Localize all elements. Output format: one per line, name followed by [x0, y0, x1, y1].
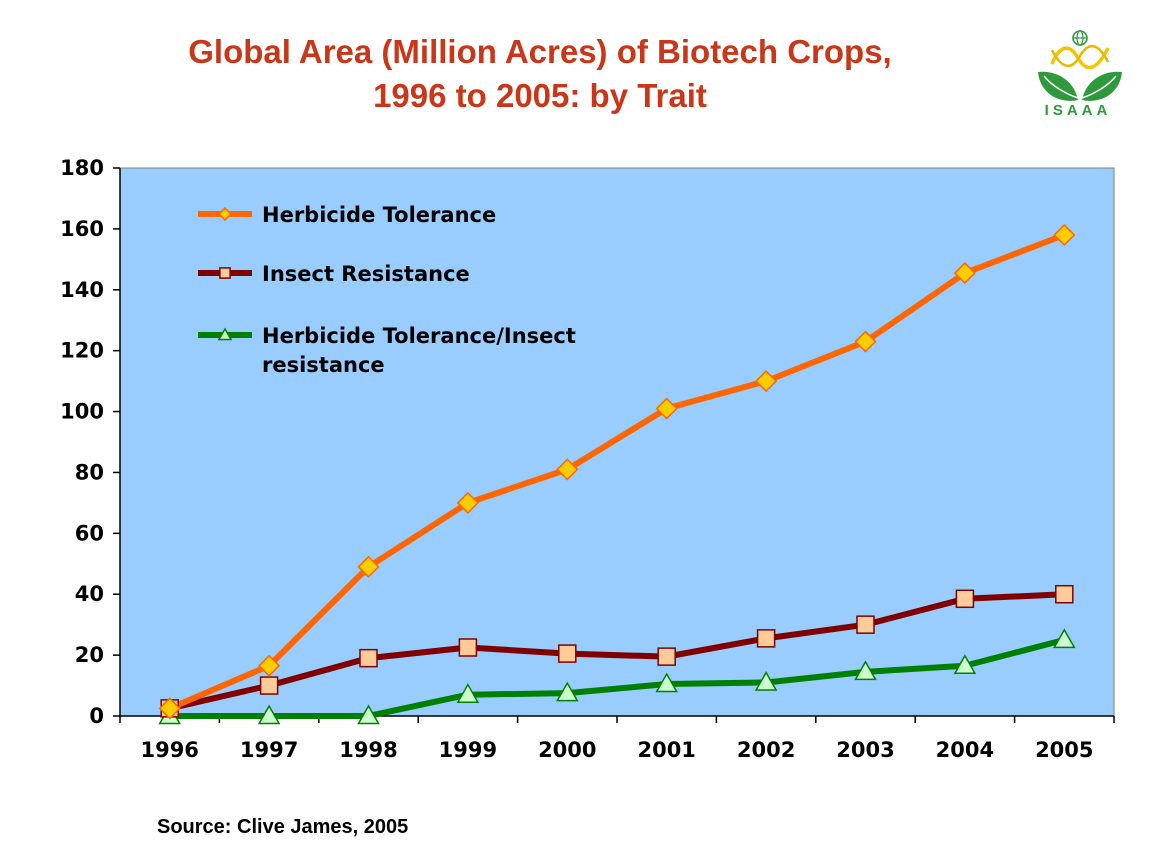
legend-swatch-marker-2 — [219, 267, 231, 279]
series-3-point — [655, 672, 678, 693]
series-1-point — [556, 458, 579, 481]
series-3-point — [754, 670, 778, 691]
series-3-point — [854, 660, 877, 681]
series-1-point — [953, 261, 976, 285]
series-line-3 — [169, 636, 1066, 719]
x-tick-label: 1997 — [240, 738, 298, 762]
x-tick-label: 2002 — [737, 738, 795, 762]
x-tick-label: 2003 — [836, 738, 894, 762]
x-tick-label: 1996 — [140, 738, 198, 762]
y-tick-label: 160 — [60, 217, 104, 241]
series-1-point — [755, 370, 778, 393]
series-line-1 — [168, 232, 1066, 712]
series-2-point — [359, 648, 378, 668]
y-tick-label: 60 — [75, 521, 104, 545]
legend-label-3: Herbicide Tolerance/Insect — [262, 324, 576, 348]
source-note: Source: Clive James, 2005 — [157, 816, 409, 838]
series-3-point — [456, 683, 480, 703]
series-2-point — [1055, 584, 1074, 604]
series-3-point — [556, 681, 579, 702]
series-2-point — [259, 676, 279, 695]
series-2-point — [558, 644, 577, 663]
x-tick-label: 1998 — [339, 738, 397, 762]
y-tick-label: 20 — [75, 643, 104, 667]
y-tick-label: 180 — [60, 156, 104, 180]
series-3-point — [357, 704, 380, 725]
series-1-point — [456, 491, 479, 514]
legend-swatch-marker-1 — [217, 206, 233, 222]
chart-title-line-2: 1996 to 2005: by Trait — [373, 77, 707, 114]
legend-label-1: Herbicide Tolerance — [262, 203, 496, 227]
x-tick-label: 1999 — [439, 738, 497, 762]
series-3-point — [257, 704, 281, 725]
series-2-point — [458, 638, 478, 657]
legend-swatch-marker-3 — [217, 327, 233, 341]
series-2-point — [657, 647, 676, 666]
y-tick-label: 120 — [60, 339, 104, 363]
y-tick-label: 40 — [75, 582, 104, 606]
x-tick-label: 2005 — [1035, 738, 1093, 762]
series-2-point — [955, 589, 975, 609]
logo-text: ISAAA — [1044, 102, 1112, 119]
chart-title-line-1: Global Area (Million Acres) of Biotech C… — [188, 33, 892, 70]
y-tick-label: 140 — [60, 278, 104, 302]
x-tick-label: 2004 — [936, 738, 994, 762]
series-line-2 — [169, 591, 1065, 712]
y-tick-label: 80 — [75, 460, 104, 484]
series-1-point — [1053, 223, 1076, 247]
series-2-point — [856, 615, 875, 634]
y-tick-label: 100 — [60, 400, 104, 424]
legend-label-2: Insect Resistance — [262, 262, 470, 286]
legend-label-3: resistance — [262, 353, 385, 377]
series-1-point — [158, 697, 181, 720]
chart-title: Global Area (Million Acres) of Biotech C… — [60, 30, 1020, 118]
x-tick-label: 2000 — [538, 738, 596, 762]
x-tick-label: 2001 — [637, 738, 695, 762]
series-3-point — [953, 654, 977, 675]
series-2-point — [756, 629, 776, 648]
series-3-point — [1053, 628, 1076, 649]
series-1-point — [258, 654, 281, 677]
series-1-point — [854, 330, 877, 353]
y-tick-label: 0 — [89, 704, 104, 728]
series-1-point — [655, 397, 678, 420]
series-1-point — [357, 555, 380, 578]
isaaa-logo-icon — [1038, 30, 1122, 101]
